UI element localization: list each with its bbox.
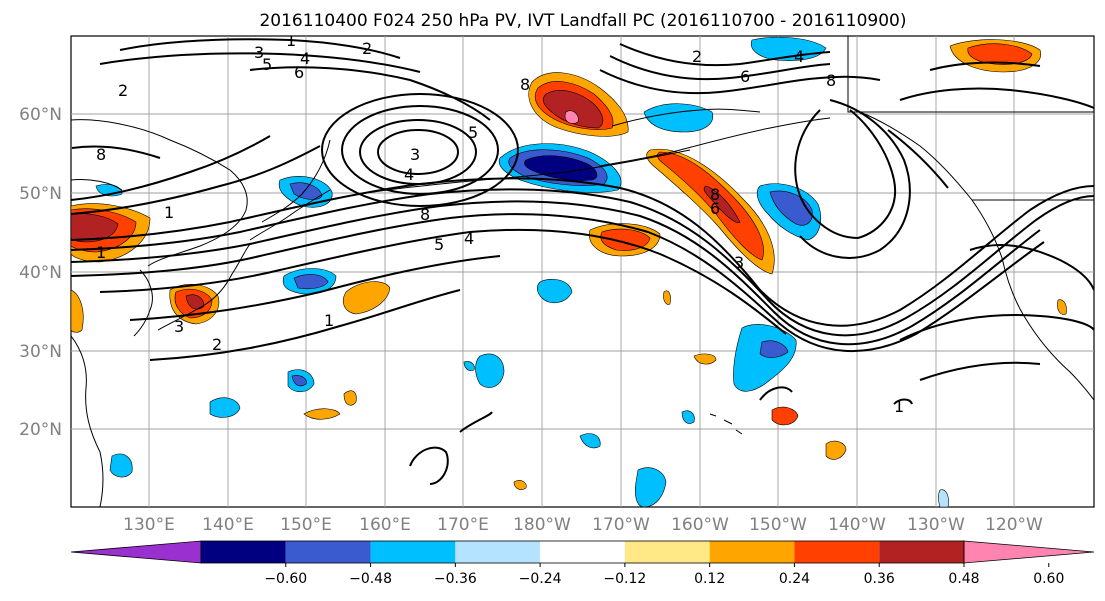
coastlines — [71, 36, 1094, 507]
lon-label: 170°W — [592, 515, 650, 535]
contour-label: 2 — [118, 81, 128, 100]
colorbar-outline — [200, 540, 965, 564]
contour-label: 8 — [520, 75, 530, 94]
map-panel: 1 2 3 4 5 6 8 8 3 4 5 2 6 8 1 2 3 4 5 8 — [70, 31, 1095, 508]
contour-label: 8 — [826, 71, 836, 90]
contour-label: 3 — [254, 43, 264, 62]
contour-label: 3 — [174, 317, 184, 336]
colorbar-tick-label: 0.60 — [1033, 571, 1064, 587]
pv-contours — [71, 38, 1094, 485]
contour-label: 1 — [324, 311, 334, 330]
contour-label: 8 — [420, 205, 430, 224]
contour-label: 5 — [262, 55, 272, 74]
colorbar-band — [624, 541, 710, 563]
colorbar-tick-label: −0.24 — [519, 571, 562, 587]
lon-label: 120°W — [985, 515, 1043, 535]
contour-label: 4 — [300, 49, 310, 68]
contour-label: 4 — [794, 47, 804, 66]
colorbar-band — [285, 541, 371, 563]
lat-label: 60°N — [19, 105, 62, 125]
colorbar-tick-label: 0.24 — [779, 571, 810, 587]
contour-label: 4 — [404, 165, 414, 184]
colorbar-tick-label: 0.48 — [948, 571, 979, 587]
colorbar-band — [201, 541, 286, 563]
lon-label: 140°W — [828, 515, 886, 535]
lon-label: 140°E — [202, 515, 254, 535]
contour-label: 1 — [894, 397, 904, 416]
lon-label: 180°W — [513, 515, 571, 535]
colorbar: −0.60 −0.48 −0.36 −0.24 −0.12 0.12 0.24 0.36 0.4… — [70, 540, 1095, 587]
contour-label: 4 — [464, 229, 474, 248]
contour-label: 2 — [362, 39, 372, 58]
contour-label: 3 — [734, 253, 744, 272]
contour-label: 8 — [96, 145, 106, 164]
longitude-labels: 130°E 140°E 150°E 160°E 170°E 180°W 170°… — [123, 515, 1043, 535]
colorbar-band — [455, 541, 541, 563]
contour-label: 2 — [692, 47, 702, 66]
ivt-shading — [71, 36, 1067, 507]
lon-label: 160°E — [359, 515, 411, 535]
colorbar-band — [794, 541, 880, 563]
contour-label: 5 — [434, 235, 444, 254]
lon-label: 150°W — [749, 515, 807, 535]
contour-label: 2 — [212, 335, 222, 354]
lon-label: 130°E — [123, 515, 175, 535]
lat-label: 30°N — [19, 342, 62, 362]
lat-label: 20°N — [19, 420, 62, 440]
lon-label: 160°W — [671, 515, 729, 535]
contour-label: 5 — [468, 123, 478, 142]
colorbar-band — [370, 541, 456, 563]
contour-label: 3 — [410, 145, 420, 164]
latitude-labels: 60°N 50°N 40°N 30°N 20°N — [19, 105, 62, 440]
colorbar-tick-label: −0.36 — [434, 571, 477, 587]
contour-label: 6 — [740, 67, 750, 86]
colorbar-band — [540, 541, 625, 563]
colorbar-tick-label: −0.48 — [349, 571, 392, 587]
lat-label: 40°N — [19, 263, 62, 283]
colorbar-band — [879, 541, 964, 563]
lon-label: 150°E — [280, 515, 332, 535]
lat-label: 50°N — [19, 184, 62, 204]
colorbar-tick-label: 0.36 — [864, 571, 895, 587]
colorbar-extend-low — [70, 540, 202, 564]
contour-label: 6 — [710, 199, 720, 218]
map-title: 2016110400 F024 250 hPa PV, IVT Landfall… — [259, 11, 906, 31]
colorbar-band — [709, 541, 795, 563]
contour-labels: 1 2 3 4 5 6 8 8 3 4 5 2 6 8 1 2 3 4 5 8 — [96, 31, 904, 416]
gridlines — [71, 36, 1094, 507]
lon-label: 130°W — [907, 515, 965, 535]
contour-label: 1 — [96, 243, 106, 262]
colorbar-extend-high — [963, 540, 1095, 564]
contour-label: 6 — [294, 63, 304, 82]
colorbar-tick-label: −0.60 — [264, 571, 307, 587]
contour-label: 1 — [164, 203, 174, 222]
contour-label: 8 — [710, 185, 720, 204]
colorbar-tick-label: −0.12 — [603, 571, 646, 587]
colorbar-tick-label: 0.12 — [694, 571, 725, 587]
contour-label: 1 — [286, 31, 296, 50]
lon-label: 170°E — [437, 515, 489, 535]
